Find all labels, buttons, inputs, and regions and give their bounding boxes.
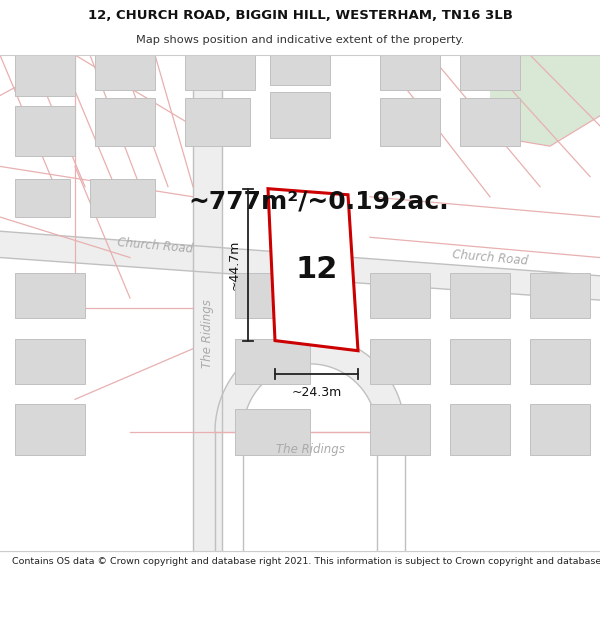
Text: ~44.7m: ~44.7m xyxy=(227,239,241,290)
Polygon shape xyxy=(268,189,358,351)
Polygon shape xyxy=(370,404,430,455)
Polygon shape xyxy=(215,336,405,432)
Polygon shape xyxy=(450,404,510,455)
Text: 12: 12 xyxy=(296,255,338,284)
Polygon shape xyxy=(450,339,510,384)
Polygon shape xyxy=(235,409,310,455)
Polygon shape xyxy=(15,179,70,217)
Polygon shape xyxy=(450,272,510,318)
Polygon shape xyxy=(185,98,250,146)
Polygon shape xyxy=(95,98,155,146)
Polygon shape xyxy=(460,98,520,146)
Polygon shape xyxy=(380,98,440,146)
Text: Church Road: Church Road xyxy=(116,236,193,255)
Polygon shape xyxy=(15,106,75,156)
Text: The Ridings: The Ridings xyxy=(275,444,344,456)
Polygon shape xyxy=(270,55,330,86)
Polygon shape xyxy=(95,55,155,91)
Text: ~777m²/~0.192ac.: ~777m²/~0.192ac. xyxy=(188,190,449,214)
Text: Contains OS data © Crown copyright and database right 2021. This information is : Contains OS data © Crown copyright and d… xyxy=(12,557,600,566)
Polygon shape xyxy=(530,339,590,384)
Polygon shape xyxy=(185,55,255,91)
Polygon shape xyxy=(370,339,430,384)
Polygon shape xyxy=(90,179,155,217)
Polygon shape xyxy=(193,55,222,551)
Polygon shape xyxy=(380,55,440,91)
Polygon shape xyxy=(15,272,85,318)
Polygon shape xyxy=(270,92,330,138)
Text: Church Road: Church Road xyxy=(452,248,529,268)
Text: The Ridings: The Ridings xyxy=(200,299,214,368)
Text: Map shows position and indicative extent of the property.: Map shows position and indicative extent… xyxy=(136,34,464,44)
Polygon shape xyxy=(370,272,430,318)
Polygon shape xyxy=(15,404,85,455)
Polygon shape xyxy=(530,272,590,318)
Polygon shape xyxy=(235,272,320,318)
Polygon shape xyxy=(530,404,590,455)
Polygon shape xyxy=(15,339,85,384)
Polygon shape xyxy=(0,231,600,300)
Polygon shape xyxy=(460,55,520,91)
Polygon shape xyxy=(15,55,75,96)
Polygon shape xyxy=(490,55,600,146)
Polygon shape xyxy=(235,339,310,384)
Text: ~24.3m: ~24.3m xyxy=(292,386,341,399)
Text: 12, CHURCH ROAD, BIGGIN HILL, WESTERHAM, TN16 3LB: 12, CHURCH ROAD, BIGGIN HILL, WESTERHAM,… xyxy=(88,9,512,22)
